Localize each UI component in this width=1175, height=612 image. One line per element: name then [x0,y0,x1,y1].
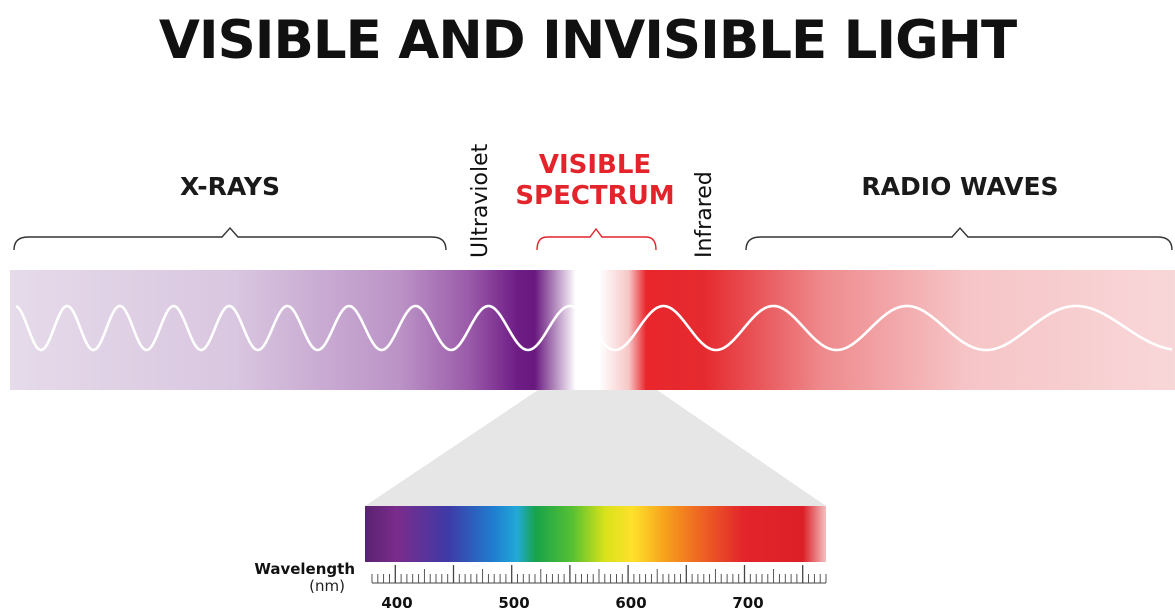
tick-label-700: 700 [732,594,764,612]
zoom-funnel [365,390,826,506]
wave-line [15,304,1173,352]
visible-spectrum-label: VISIBLE SPECTRUM [480,150,710,212]
wavelength-ruler [371,565,827,584]
visible-label-line1: VISIBLE [538,150,652,180]
visible-label-line2: SPECTRUM [515,181,675,211]
xrays-bracket [13,226,447,251]
radio-waves-label: RADIO WAVES [861,172,1059,201]
visible-rainbow-band [365,506,826,562]
visible-bracket [536,227,657,251]
tick-label-600: 600 [615,594,647,612]
radio-bracket [745,226,1173,251]
wavelength-label-text: Wavelength [254,560,355,578]
tick-label-500: 500 [498,594,530,612]
wavelength-unit-text: (nm) [309,577,345,595]
tick-label-400: 400 [381,594,413,612]
diagram-title: VISIBLE AND INVISIBLE LIGHT [158,10,1017,71]
wavelength-axis-label: Wavelength (nm) [215,561,355,595]
xrays-label: X-RAYS [180,172,280,201]
